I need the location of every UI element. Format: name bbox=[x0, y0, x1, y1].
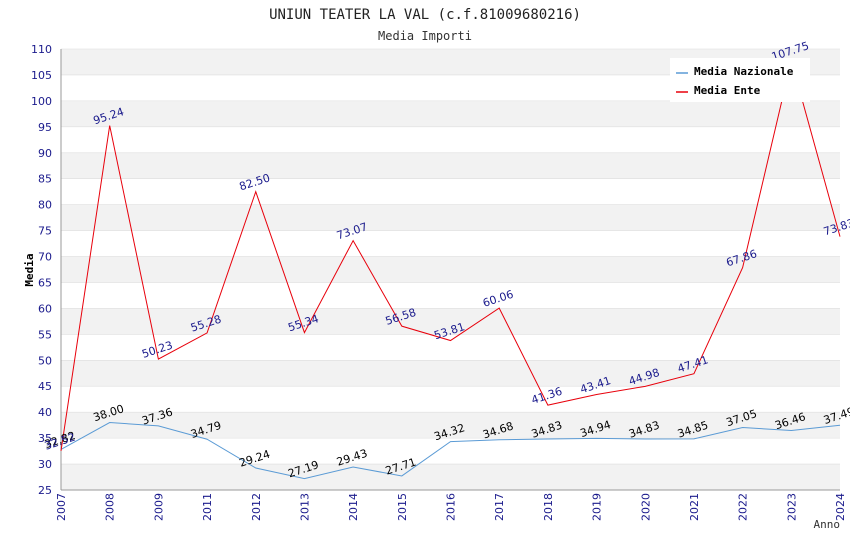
chart-title: UNIUN TEATER LA VAL (c.f.81009680216) bbox=[269, 7, 581, 23]
grid-band bbox=[61, 100, 840, 127]
x-tick-label: 2013 bbox=[298, 493, 311, 521]
y-tick-label: 55 bbox=[38, 328, 52, 341]
x-tick-label: 2015 bbox=[396, 493, 409, 521]
x-tick-label: 2009 bbox=[152, 493, 165, 521]
x-tick-label: 2021 bbox=[688, 493, 701, 521]
y-tick-label: 60 bbox=[38, 302, 52, 315]
legend: Media Nazionale Media Ente bbox=[670, 58, 810, 102]
x-tick-label: 2022 bbox=[737, 493, 750, 521]
series-line-media-ente bbox=[60, 60, 841, 452]
y-tick-label: 70 bbox=[38, 251, 52, 264]
y-tick-label: 105 bbox=[31, 69, 52, 82]
legend-label-media-nazionale: Media Nazionale bbox=[694, 65, 794, 78]
chart-subtitle: Media Importi bbox=[378, 29, 472, 43]
x-tick-label: 2018 bbox=[542, 493, 555, 521]
y-tick-label: 65 bbox=[38, 276, 52, 289]
grid-band bbox=[61, 308, 840, 335]
legend-box bbox=[670, 58, 810, 102]
y-tick-label: 40 bbox=[38, 406, 52, 419]
x-tick-label: 2024 bbox=[834, 493, 847, 521]
x-tick-label: 2014 bbox=[347, 493, 360, 521]
y-tick-label: 45 bbox=[38, 380, 52, 393]
legend-label-media-ente: Media Ente bbox=[694, 84, 761, 97]
grid-band bbox=[61, 360, 840, 387]
grid-bands bbox=[61, 49, 840, 490]
y-tick-label: 50 bbox=[38, 354, 52, 367]
y-tick-label: 95 bbox=[38, 121, 52, 134]
y-tick-label: 85 bbox=[38, 173, 52, 186]
grid-band bbox=[61, 412, 840, 439]
grid-band bbox=[61, 256, 840, 283]
y-axis-ticks: 25 30 35 40 45 50 55 60 65 70 75 80 85 90 95 100 105 110 bbox=[31, 43, 52, 497]
y-tick-label: 100 bbox=[31, 95, 52, 108]
y-axis-label: Media bbox=[23, 253, 36, 286]
y-tick-label: 35 bbox=[38, 432, 52, 445]
grid-band bbox=[61, 464, 840, 490]
y-tick-label: 30 bbox=[38, 458, 52, 471]
x-axis-ticks: 2007 2008 2009 2011 2012 2013 2014 2015 2016 2017… bbox=[55, 493, 847, 521]
x-tick-label: 2019 bbox=[591, 493, 604, 521]
x-tick-label: 2016 bbox=[445, 493, 458, 521]
x-axis-label: Anno bbox=[814, 518, 841, 531]
x-tick-label: 2011 bbox=[201, 493, 214, 521]
y-tick-label: 75 bbox=[38, 225, 52, 238]
series-line-media-nazionale bbox=[60, 422, 841, 480]
y-tick-label: 110 bbox=[31, 43, 52, 56]
x-tick-label: 2007 bbox=[55, 493, 68, 521]
y-tick-label: 25 bbox=[38, 484, 52, 497]
x-tick-label: 2012 bbox=[250, 493, 263, 521]
series-layer bbox=[60, 60, 841, 480]
grid-band bbox=[61, 204, 840, 231]
x-tick-label: 2020 bbox=[639, 493, 652, 521]
x-tick-label: 2023 bbox=[785, 493, 798, 521]
y-tick-label: 80 bbox=[38, 199, 52, 212]
x-tick-label: 2017 bbox=[493, 493, 506, 521]
grid-band bbox=[61, 152, 840, 179]
y-tick-label: 90 bbox=[38, 147, 52, 160]
x-tick-label: 2008 bbox=[104, 493, 117, 521]
